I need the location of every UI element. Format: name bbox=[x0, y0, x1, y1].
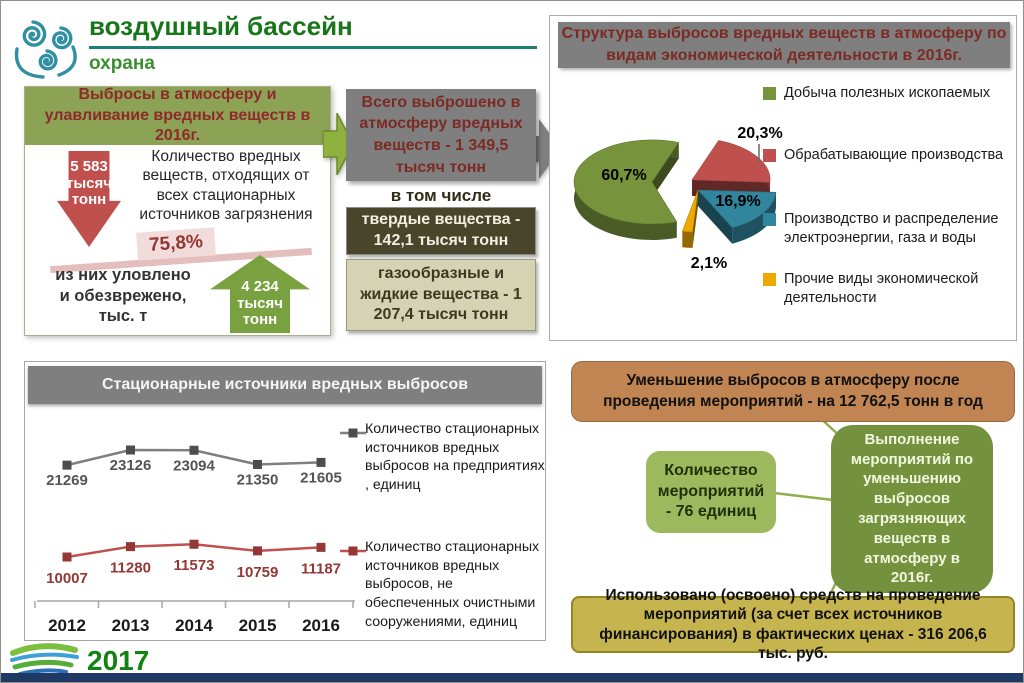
svg-text:2014: 2014 bbox=[175, 616, 213, 635]
svg-text:2013: 2013 bbox=[112, 616, 150, 635]
emissions-panel: Выбросы в атмосферу и улавливание вредны… bbox=[24, 86, 331, 336]
legend-swatch-energy bbox=[763, 213, 776, 226]
svg-text:11280: 11280 bbox=[110, 560, 151, 577]
emissions-panel-title: Выбросы в атмосферу и улавливание вредны… bbox=[25, 86, 330, 145]
svg-text:2012: 2012 bbox=[48, 616, 86, 635]
pie-panel: Структура выбросов вредных веществ в атм… bbox=[549, 15, 1017, 341]
legend-swatch-mining bbox=[763, 87, 776, 100]
pie-legend-item: Добыча полезных ископаемых bbox=[763, 84, 1008, 103]
svg-text:11187: 11187 bbox=[301, 560, 341, 577]
line-chart-panel: Стационарные источники вредных выбросов … bbox=[24, 361, 546, 641]
capture-percent-label: 75,8% bbox=[136, 227, 216, 261]
svg-text:23126: 23126 bbox=[110, 457, 152, 474]
svg-text:21350: 21350 bbox=[237, 471, 279, 488]
svg-text:23094: 23094 bbox=[173, 457, 215, 474]
svg-text:60,7%: 60,7% bbox=[601, 167, 646, 184]
captured-up-arrow: 4 234 тысяч тонн bbox=[210, 255, 310, 333]
year-label: 2017 bbox=[87, 645, 150, 676]
measures-section: Уменьшение выбросов в атмосферу после пр… bbox=[566, 356, 1017, 662]
svg-text:20,3%: 20,3% bbox=[737, 125, 782, 142]
line-chart: 2012 2013 2014 2015 2016 21269 23126 23094 21350… bbox=[34, 445, 355, 635]
pie-legend-item: Производство и распределение электроэнер… bbox=[763, 210, 1008, 248]
page-title: воздушный бассейн bbox=[89, 11, 353, 41]
pie-panel-title: Структура выбросов вредных веществ в атм… bbox=[558, 22, 1010, 68]
svg-text:21605: 21605 bbox=[300, 469, 342, 486]
reduction-box: Уменьшение выбросов в атмосферу после пр… bbox=[571, 361, 1015, 422]
emissions-sources-text: Количество вредных веществ, отходящих от… bbox=[139, 148, 313, 224]
measures-count-box: Количество мероприятий - 76 единиц bbox=[646, 451, 776, 533]
svg-text:11573: 11573 bbox=[174, 557, 215, 574]
svg-text:21269: 21269 bbox=[46, 472, 88, 489]
title-underline bbox=[89, 46, 537, 49]
svg-text:2016: 2016 bbox=[302, 616, 340, 635]
pie-chart: 60,7% 20,3% 16,9% 2,1% bbox=[573, 125, 783, 272]
pie-legend-item: Обрабатывающие производства bbox=[763, 146, 1008, 165]
total-emissions-box: Всего выброшено в атмосферу вредных веще… bbox=[346, 89, 536, 181]
legend-label: Обрабатывающие производства bbox=[784, 147, 1004, 163]
flow-arrow-green-icon bbox=[323, 113, 353, 175]
gaseous-substances-box: газообразные и жидкие вещества - 1 207,4… bbox=[346, 259, 536, 331]
svg-text:10007: 10007 bbox=[46, 570, 88, 587]
including-label: в том числе bbox=[390, 186, 492, 205]
pie-legend-item: Прочие виды экономической деятельности bbox=[763, 270, 1008, 308]
captured-text: из них уловлено и обезврежено, тыс. т bbox=[55, 266, 191, 326]
series2-legend-icon bbox=[340, 546, 366, 556]
line-panel-title: Стационарные источники вредных выбросов bbox=[28, 366, 542, 404]
emissions-down-arrow: 5 583 тысяч тонн bbox=[57, 151, 121, 247]
legend-label: Добыча полезных ископаемых bbox=[784, 85, 991, 101]
legend-swatch-other bbox=[763, 273, 776, 286]
series2-legend-label: Количество стационарных источников вредн… bbox=[365, 539, 540, 630]
svg-text:16,9%: 16,9% bbox=[715, 193, 760, 210]
bottom-navy-bar bbox=[1, 673, 1023, 682]
series1-legend-label: Количество стационарных источников вредн… bbox=[365, 421, 545, 494]
funding-box: Использовано (освоено) средств на провед… bbox=[571, 587, 1015, 662]
svg-text:2015: 2015 bbox=[239, 616, 277, 635]
wind-spirals-icon bbox=[14, 20, 77, 79]
legend-label: Прочие виды экономической деятельности bbox=[784, 271, 979, 306]
footer-logo-icon bbox=[10, 643, 79, 676]
svg-text:10759: 10759 bbox=[237, 564, 279, 581]
page-subtitle: охрана bbox=[89, 53, 155, 74]
solid-substances-box: твердые вещества - 142,1 тысяч тонн bbox=[346, 207, 536, 255]
execution-box: Выполнение мероприятий по уменьшению выб… bbox=[831, 425, 993, 593]
legend-swatch-manufacturing bbox=[763, 149, 776, 162]
series1-legend-icon bbox=[340, 428, 366, 438]
svg-text:2,1%: 2,1% bbox=[691, 255, 727, 272]
legend-label: Производство и распределение электроэнер… bbox=[784, 211, 999, 246]
